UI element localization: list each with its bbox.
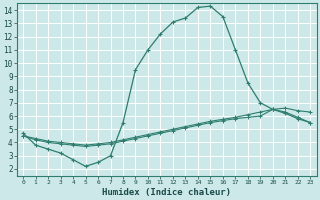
X-axis label: Humidex (Indice chaleur): Humidex (Indice chaleur) [102, 188, 231, 197]
